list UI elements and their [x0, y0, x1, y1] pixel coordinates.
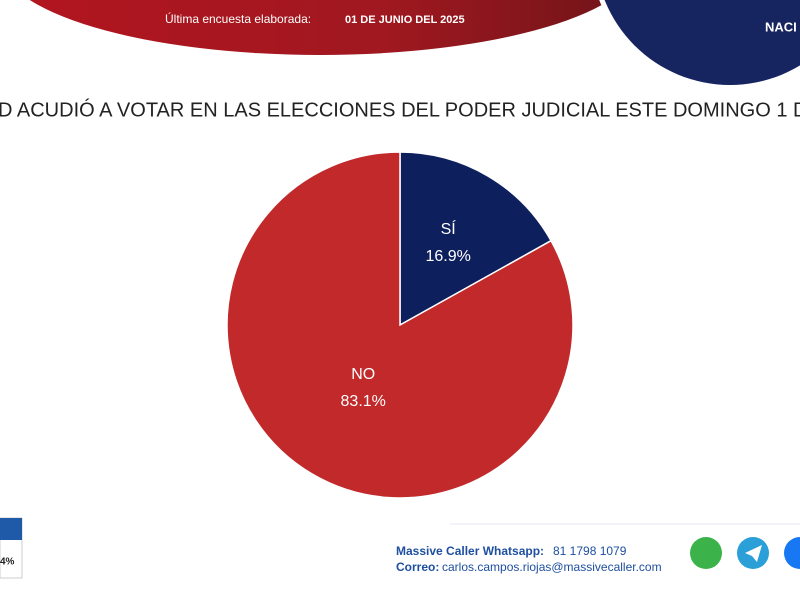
pie-slice	[399, 151, 553, 327]
badge-circle	[604, 0, 800, 85]
telegram-glyph	[745, 545, 762, 562]
email: carlos.campos.riojas@massivecaller.com	[442, 560, 662, 574]
slice-category: NO	[351, 366, 375, 383]
pie-chart: SÍ 16.9% NO 83.1%	[226, 151, 574, 499]
survey-date: 01 DE JUNIO DEL 2025	[345, 14, 465, 26]
whatsapp-label: Massive Caller Whatsapp:	[396, 544, 544, 558]
chart-title: D ACUDIÓ A VOTAR EN LAS ELECCIONES DEL P…	[0, 98, 800, 121]
side-note: 4%	[0, 557, 15, 568]
slice-category: SÍ	[441, 219, 457, 238]
slice-value-label: 83.1%	[341, 393, 386, 410]
pie-slice	[226, 151, 574, 499]
badge-text: NACI	[765, 19, 797, 34]
whatsapp-icon[interactable]	[690, 537, 722, 569]
side-box-top	[0, 518, 22, 540]
email-label: Correo:	[396, 560, 439, 574]
facebook-icon[interactable]	[784, 537, 800, 569]
header-banner	[29, 0, 611, 55]
whatsapp-number: 81 1798 1079	[553, 544, 627, 558]
survey-label: Última encuesta elaborada:	[165, 11, 311, 26]
slice-value-label: 16.9%	[425, 248, 470, 265]
